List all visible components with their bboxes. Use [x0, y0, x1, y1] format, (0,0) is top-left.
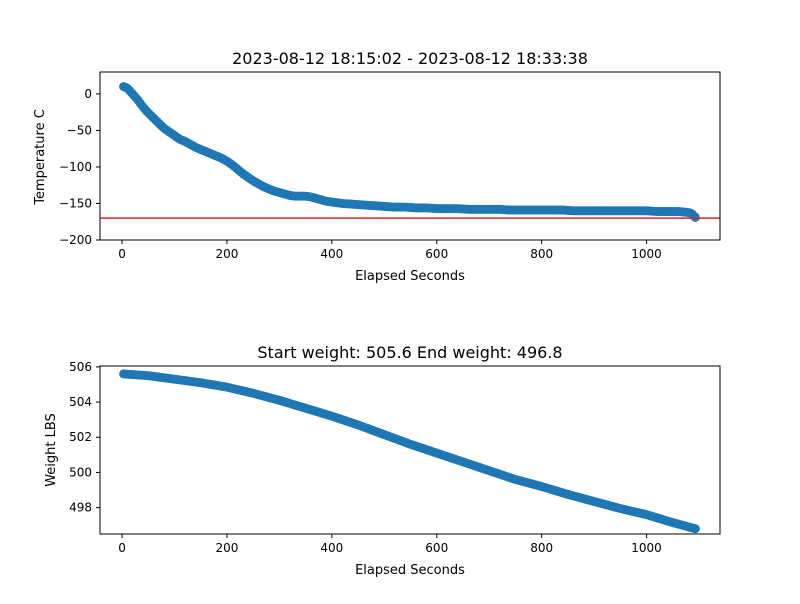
y-tick-label: 498: [69, 501, 92, 515]
y-tick-label: −200: [59, 233, 92, 247]
y-tick-label: −50: [67, 123, 92, 137]
temperature-plot-title: 2023-08-12 18:15:02 - 2023-08-12 18:33:3…: [232, 49, 588, 68]
x-tick-label: 800: [530, 247, 553, 261]
x-tick-label: 400: [320, 247, 343, 261]
x-tick-label: 200: [215, 247, 238, 261]
x-tick-label: 800: [530, 541, 553, 555]
x-tick-label: 0: [118, 541, 126, 555]
weight-axes-frame: [99, 365, 721, 535]
y-tick-label: 504: [69, 395, 92, 409]
y-tick-label: 0: [84, 87, 92, 101]
x-tick-label: 400: [320, 541, 343, 555]
y-tick-label: −100: [59, 160, 92, 174]
weight-markers: [119, 369, 700, 534]
temperature-axes-frame: [99, 71, 721, 241]
x-tick-label: 200: [215, 541, 238, 555]
x-tick-label: 600: [425, 541, 448, 555]
x-tick-label: 1000: [631, 247, 662, 261]
temperature-x-axis-label: Elapsed Seconds: [355, 269, 465, 284]
temperature-plot: 2023-08-12 18:15:02 - 2023-08-12 18:33:3…: [33, 49, 721, 284]
x-tick-label: 600: [425, 247, 448, 261]
temperature-y-axis-label: Temperature C: [33, 109, 48, 206]
y-tick-label: −150: [59, 196, 92, 210]
y-tick-label: 502: [69, 430, 92, 444]
y-tick-label: 500: [69, 465, 92, 479]
x-tick-label: 1000: [631, 541, 662, 555]
temperature-markers: [119, 82, 700, 222]
weight-y-axis-label: Weight LBS: [44, 413, 59, 487]
weight-plot: Start weight: 505.6 End weight: 496.8 El…: [44, 343, 721, 578]
weight-x-axis-label: Elapsed Seconds: [355, 563, 465, 578]
x-tick-label: 0: [118, 247, 126, 261]
data-point: [690, 524, 700, 534]
weight-plot-title: Start weight: 505.6 End weight: 496.8: [257, 343, 562, 362]
y-tick-label: 506: [69, 360, 92, 374]
